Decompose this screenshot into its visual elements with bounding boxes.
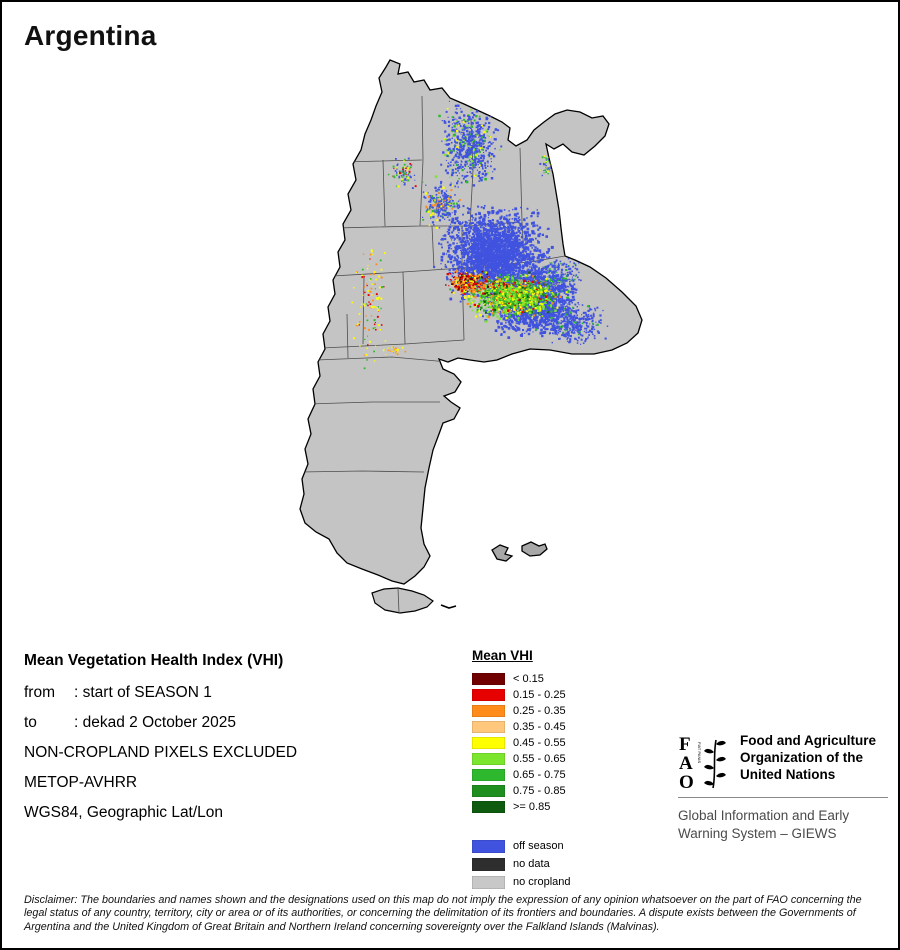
legend-item: 0.75 - 0.85 (472, 783, 571, 799)
legend-swatch (472, 769, 505, 781)
legend-title: Mean VHI (472, 648, 533, 663)
info-from-label: from (24, 684, 55, 701)
legend-item: < 0.15 (472, 671, 571, 687)
legend-swatch (472, 721, 505, 733)
isla-de-los-estados (440, 604, 457, 609)
tierra-del-fuego-island (371, 587, 434, 614)
legend-item: 0.25 - 0.35 (472, 703, 571, 719)
legend-swatch (472, 857, 505, 871)
legend-swatch (472, 689, 505, 701)
fao-name-line-2: Organization of the (740, 750, 863, 765)
vhi-pixels (351, 99, 609, 381)
legend-swatch (472, 753, 505, 765)
legend-label: 0.45 - 0.55 (513, 737, 566, 749)
legend-swatch (472, 737, 505, 749)
info-heading: Mean Vegetation Health Index (VHI) (24, 652, 284, 669)
argentina-outline (299, 59, 643, 585)
argentina-map (299, 59, 643, 614)
fao-name-line-3: United Nations (740, 767, 836, 782)
legend-swatch (472, 673, 505, 685)
info-to-value: : dekad 2 October 2025 (74, 714, 237, 731)
giews-line-2: Warning System – GIEWS (678, 826, 837, 841)
legend-item: off season (472, 837, 571, 855)
legend-label: 0.55 - 0.65 (513, 753, 566, 765)
legend-item: 0.35 - 0.45 (472, 719, 571, 735)
page-title: Argentina (24, 20, 157, 51)
legend-label: 0.75 - 0.85 (513, 785, 566, 797)
legend-item: 0.45 - 0.55 (472, 735, 571, 751)
legend-label: 0.65 - 0.75 (513, 769, 566, 781)
legend-label: >= 0.85 (513, 801, 551, 813)
legend-swatch (472, 785, 505, 797)
legend-swatch (472, 839, 505, 853)
fao-logo-icon: F A O FIAT PANIS (679, 734, 726, 792)
legend-label: 0.15 - 0.25 (513, 689, 566, 701)
fao-name: Food and Agriculture Organization of the… (740, 732, 888, 783)
info-sensor: METOP-AVHRR (24, 774, 138, 791)
info-row-to: to : dekad 2 October 2025 (24, 714, 297, 732)
legend-items: < 0.15 0.15 - 0.25 0.25 - 0.35 0.35 - 0.45 0… (472, 671, 571, 815)
info-block: Mean Vegetation Health Index (VHI) from:… (24, 652, 297, 834)
falkland-islands (491, 541, 548, 562)
legend-item: no cropland (472, 873, 571, 891)
legend-label: 0.25 - 0.35 (513, 705, 566, 717)
legend-swatch (472, 705, 505, 717)
legend: Mean VHI < 0.15 0.15 - 0.25 0.25 - 0.35 0.3… (472, 648, 571, 891)
legend-label: 0.35 - 0.45 (513, 721, 566, 733)
info-projection: WGS84, Geographic Lat/Lon (24, 804, 224, 821)
disclaimer-text: Disclaimer: The boundaries and names sho… (24, 894, 862, 933)
giews-line-1: Global Information and Early (678, 808, 850, 823)
legend-item: 0.65 - 0.75 (472, 767, 571, 783)
info-from-value: : start of SEASON 1 (74, 684, 212, 701)
legend-item: 0.55 - 0.65 (472, 751, 571, 767)
fao-block: F A O FIAT PANIS Food and Agriculture Or… (678, 732, 888, 843)
legend-swatch (472, 875, 505, 889)
info-row-from: from : start of SEASON 1 (24, 684, 297, 702)
giews-label: Global Information and Early Warning Sys… (678, 807, 888, 843)
legend-label: no cropland (513, 876, 571, 888)
info-noncropland-note: NON-CROPLAND PIXELS EXCLUDED (24, 744, 298, 761)
legend-special-items: off season no data no cropland (472, 837, 571, 891)
legend-item: no data (472, 855, 571, 873)
legend-label: < 0.15 (513, 673, 544, 685)
tierra-del-fuego-border (397, 587, 400, 614)
legend-swatch (472, 801, 505, 813)
legend-item: >= 0.85 (472, 799, 571, 815)
legend-item: 0.15 - 0.25 (472, 687, 571, 703)
fao-name-line-1: Food and Agriculture (740, 733, 876, 748)
info-to-label: to (24, 714, 37, 731)
legend-label: off season (513, 840, 564, 852)
legend-label: no data (513, 858, 550, 870)
fao-divider (678, 797, 888, 798)
